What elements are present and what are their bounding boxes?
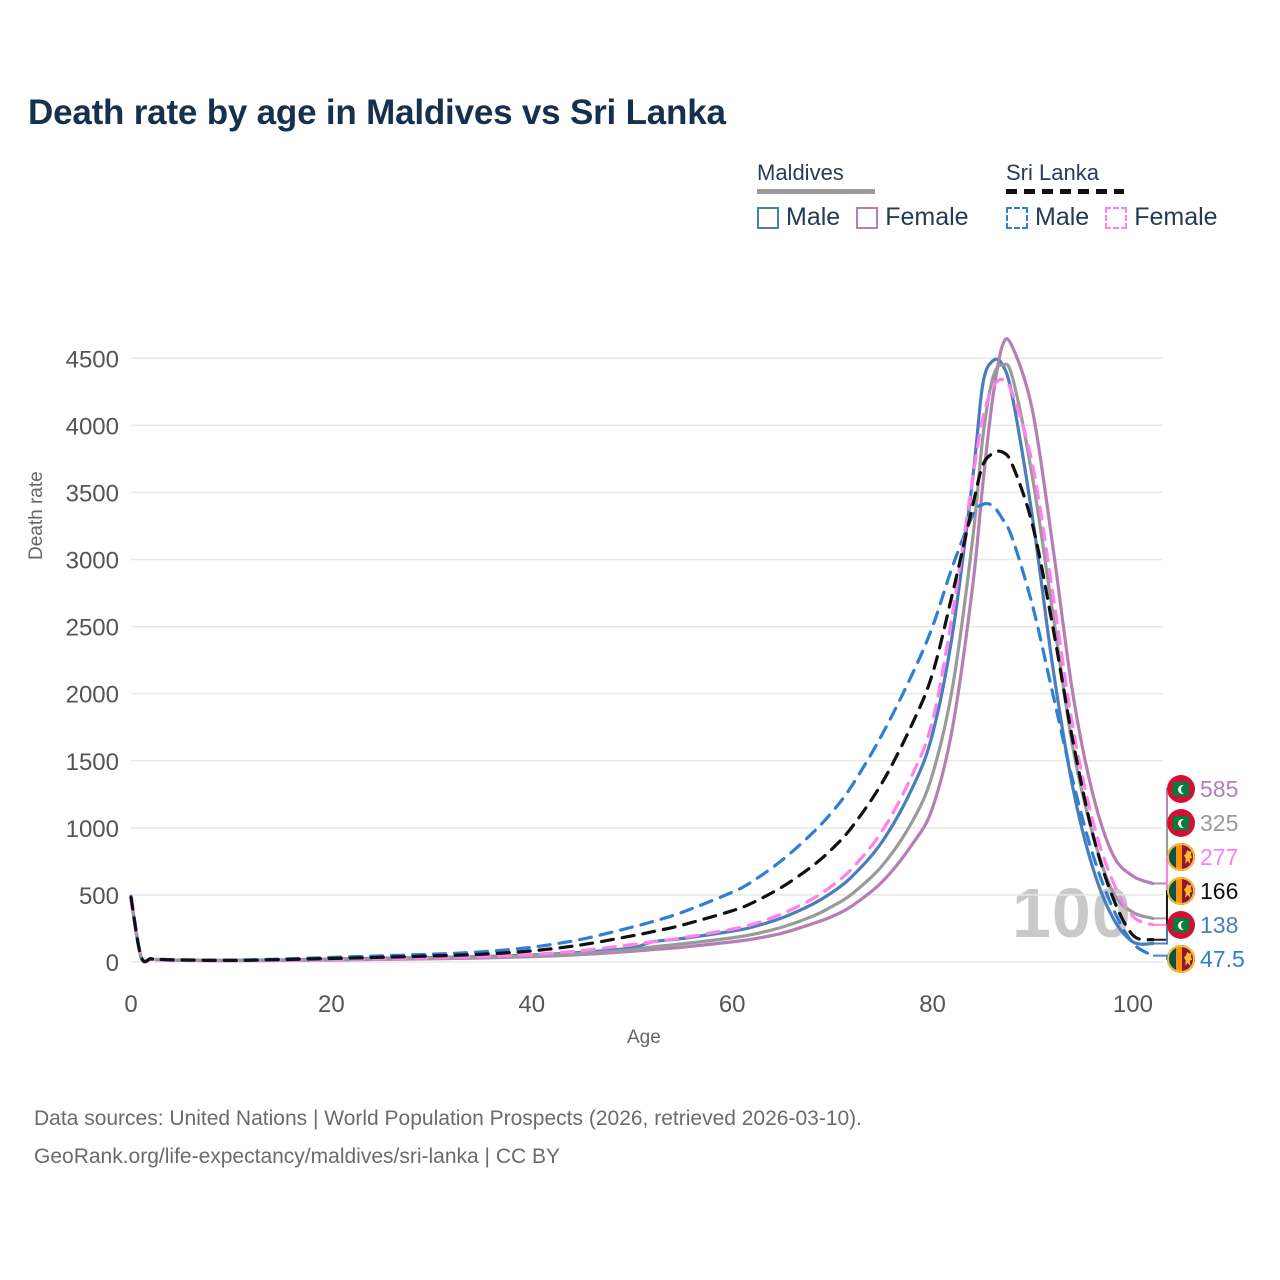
y-tick-label: 4000 [66, 413, 119, 440]
legend-item-maldives-male[interactable]: Male [757, 203, 840, 232]
y-tick-label: 4500 [66, 346, 119, 373]
x-tick-label: 0 [124, 991, 137, 1018]
sri-lanka-flag-icon [1167, 945, 1195, 973]
series-end-label: 138 [1167, 908, 1245, 942]
square-outline-icon [757, 206, 779, 229]
sri-lanka-flag-icon [1167, 843, 1195, 871]
legend-item-label: Male [1035, 203, 1090, 231]
series-end-labels: 585 325 277 166 138 47.5 [1167, 772, 1245, 976]
end-label-connector [1152, 788, 1168, 885]
maldives-flag-icon [1167, 809, 1195, 837]
end-label-connector [1152, 954, 1168, 960]
legend-item-label: Female [885, 203, 969, 231]
series-end-value: 47.5 [1200, 945, 1245, 972]
series-line [129, 501, 1155, 963]
legend-group-header: Sri Lanka [1006, 160, 1099, 185]
square-dashed-outline-icon [1006, 206, 1028, 229]
series-line [129, 377, 1155, 964]
footer-line-2: GeoRank.org/life-expectancy/maldives/sri… [34, 1145, 560, 1168]
y-tick-label: 3500 [66, 480, 119, 507]
y-tick-label: 1500 [66, 749, 119, 776]
y-tick-label: 3000 [66, 548, 119, 575]
x-axis-label: Age [627, 1027, 661, 1048]
series-line [129, 337, 1155, 964]
end-label-connector [1152, 856, 1168, 926]
series-end-label: 277 [1167, 840, 1245, 874]
x-tick-label: 40 [518, 991, 545, 1018]
square-dashed-outline-icon [1105, 206, 1128, 229]
series-line [129, 357, 1155, 964]
series-line [129, 362, 1155, 964]
sri-lanka-flag-icon [1167, 877, 1195, 905]
y-tick-label: 500 [79, 883, 119, 910]
y-tick-label: 1000 [66, 816, 119, 843]
series-end-value: 277 [1200, 843, 1239, 870]
footer: Data sources: United Nations | World Pop… [34, 1100, 862, 1176]
end-label-connector [1152, 890, 1168, 941]
series-end-label: 166 [1167, 874, 1245, 908]
legend-item-maldives-female[interactable]: Female [856, 203, 969, 232]
legend-item-label: Female [1134, 203, 1218, 231]
series-end-label: 585 [1167, 772, 1245, 806]
chart-legend: Maldives Male Female Sri Lanka Male [757, 160, 1257, 240]
series-end-value: 166 [1200, 877, 1239, 904]
x-tick-label: 20 [318, 991, 345, 1018]
series-line [129, 449, 1155, 964]
legend-group-header: Maldives [757, 160, 844, 185]
legend-rule-dashed [1006, 189, 1124, 194]
plot-area: 0 500 1000 1500 2000 2500 3000 3500 4000 4500 0 20 4… [66, 337, 1168, 1018]
legend-rule-solid [757, 189, 875, 194]
x-tick-label: 60 [719, 991, 746, 1018]
y-tick-label: 2000 [66, 682, 119, 709]
footer-line-1: Data sources: United Nations | World Pop… [34, 1107, 863, 1130]
series-end-value: 325 [1200, 809, 1239, 836]
legend-item-sri-lanka-female[interactable]: Female [1105, 203, 1218, 232]
legend-group-sri-lanka: Sri Lanka Male Female [1006, 160, 1218, 232]
end-label-connector [1152, 822, 1168, 920]
legend-item-label: Male [786, 203, 841, 231]
square-outline-icon [856, 206, 879, 229]
series-end-value: 138 [1200, 911, 1239, 938]
series-end-label: 325 [1167, 806, 1245, 840]
y-tick-label: 2500 [66, 615, 119, 642]
maldives-flag-icon [1167, 911, 1195, 939]
legend-item-sri-lanka-male[interactable]: Male [1006, 203, 1089, 232]
legend-group-maldives: Maldives Male Female [757, 160, 969, 232]
series-end-label: 47.5 [1167, 942, 1245, 976]
maldives-flag-icon [1167, 775, 1195, 803]
series-end-value: 585 [1200, 775, 1239, 802]
end-label-connector [1152, 924, 1168, 945]
chart-title: Death rate by age in Maldives vs Sri Lan… [28, 93, 726, 132]
y-tick-label: 0 [106, 950, 119, 977]
x-tick-label: 80 [919, 991, 946, 1018]
x-tick-label: 100 [1113, 991, 1153, 1018]
y-axis-label: Death rate [26, 471, 47, 560]
